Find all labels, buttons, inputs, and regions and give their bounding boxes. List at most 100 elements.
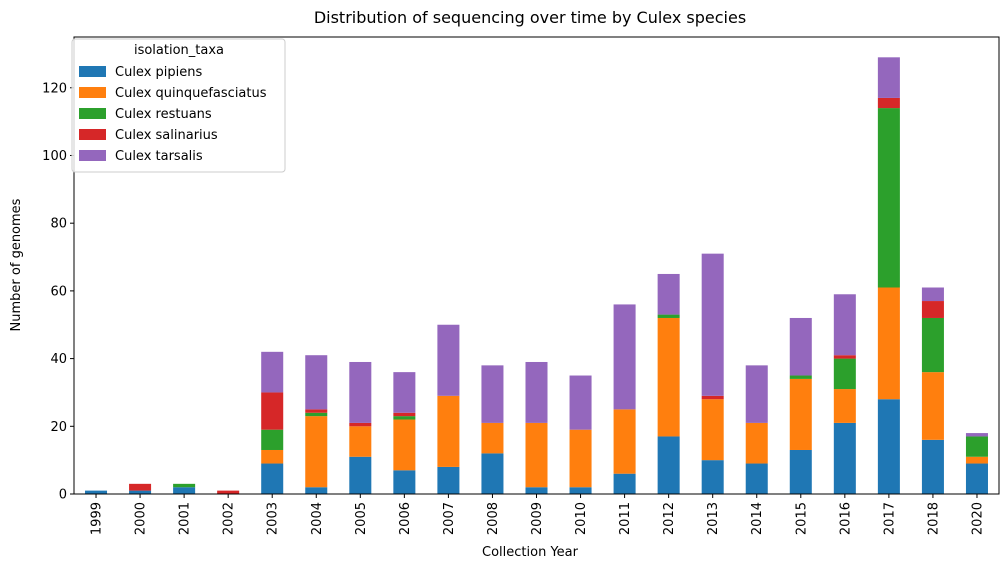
x-tick-label: 2004 [310,502,325,535]
bar-segment-2004-series-1 [305,416,328,488]
bar-segment-2008-series-4 [481,365,504,423]
legend-box [71,38,286,173]
bar-segment-2007-series-0 [437,466,460,494]
bar-segment-2016-series-0 [833,422,856,494]
y-tick-label: 120 [42,81,67,96]
bar-segment-2004-series-0 [305,487,328,494]
bar-segment-2013-series-1 [701,399,724,461]
bar-segment-2003-series-0 [261,463,284,494]
x-tick-label: 2007 [442,502,457,535]
x-tick-label: 2014 [750,502,765,535]
x-tick-label: 2006 [398,502,413,535]
bar-segment-2013-series-3 [701,395,724,400]
bar-segment-2017-series-4 [877,57,900,98]
bar-segment-2015-series-4 [789,317,812,376]
bar-segment-2002-series-3 [217,490,240,494]
bar-segment-2004-series-3 [305,409,328,413]
bar-segment-2006-series-4 [393,372,416,413]
bar-segment-2015-series-0 [789,449,812,494]
x-tick-label: 2003 [266,502,281,535]
x-axis: 1999 2000 2001 2002 2003 2004 2005 2006 2007 2008… [90,494,985,535]
x-tick-label: 2001 [178,502,193,535]
y-tick-label: 80 [50,217,67,232]
legend-items: Culex pipiens Culex quinquefasciatus Culex… [79,65,267,164]
legend-swatch [79,66,106,77]
bar-segment-2007-series-4 [437,324,460,396]
legend-swatch [79,129,106,140]
bar-segment-2012-series-2 [657,314,680,318]
legend-swatch [79,108,106,119]
y-tick-label: 20 [50,420,67,435]
legend-label: Culex pipiens [115,65,202,80]
y-tick-label: 60 [50,284,67,299]
x-tick-label: 2012 [662,502,677,535]
x-tick-label: 2002 [222,502,237,535]
bar-segment-2017-series-1 [877,287,900,400]
bar-segment-2016-series-4 [833,294,856,356]
x-tick-label: 2011 [618,502,633,535]
bar-segment-2009-series-1 [525,422,548,488]
legend-title: isolation_taxa [134,43,224,58]
bar-segment-2020-series-0 [965,463,988,494]
bar-segment-2003-series-1 [261,449,284,464]
x-tick-label: 2009 [530,502,545,535]
bar-segment-2017-series-3 [877,97,900,109]
bar-segment-2016-series-3 [833,355,856,359]
bar-segment-2008-series-0 [481,453,504,494]
bar-segment-2006-series-3 [393,412,416,417]
bar-segment-2020-series-4 [965,433,988,437]
bar-segment-2011-series-0 [613,473,636,494]
bar-segment-2014-series-0 [745,463,768,494]
bar-segment-2008-series-1 [481,422,504,454]
bar-segment-2018-series-3 [921,301,944,318]
bar-segment-2011-series-1 [613,409,636,474]
x-tick-label: 2015 [794,502,809,535]
x-tick-label: 1999 [90,502,105,535]
x-axis-title: Collection Year [482,545,579,560]
bar-segment-2018-series-1 [921,372,944,440]
bar-segment-2006-series-1 [393,419,416,471]
bar-segment-2015-series-1 [789,378,812,450]
bar-segment-2017-series-2 [877,108,900,288]
x-tick-label: 2018 [926,502,941,535]
legend-label: Culex tarsalis [115,149,203,164]
bar-segment-2011-series-4 [613,304,636,410]
x-tick-label: 2005 [354,502,369,535]
y-tick-label: 0 [59,488,67,503]
bar-segment-2003-series-2 [261,429,284,450]
x-tick-label: 2008 [486,502,501,535]
bar-segment-2005-series-3 [349,422,372,427]
bar-segment-2003-series-4 [261,351,284,393]
legend-label: Culex restuans [115,107,212,122]
bar-segment-2005-series-1 [349,426,372,457]
bars-layer [85,57,988,494]
bar-segment-2000-series-3 [129,483,152,491]
y-axis: 0 20 40 60 80 100 120 [42,81,74,503]
x-tick-label: 2010 [574,502,589,535]
bar-segment-1999-series-0 [85,490,108,494]
bar-segment-2018-series-0 [921,439,944,494]
y-tick-label: 100 [42,149,67,164]
bar-segment-2014-series-1 [745,422,768,464]
bar-segment-2009-series-4 [525,361,548,423]
bar-segment-2014-series-4 [745,365,768,423]
bar-segment-2017-series-0 [877,399,900,494]
y-tick-label: 40 [50,352,67,367]
bar-segment-2005-series-0 [349,456,372,494]
bar-segment-2012-series-0 [657,436,680,494]
x-tick-label: 2013 [706,502,721,535]
bar-segment-2010-series-0 [569,487,592,494]
bar-segment-2006-series-2 [393,416,416,420]
bar-segment-2010-series-1 [569,429,592,488]
legend-label: Culex salinarius [115,128,218,143]
bar-segment-2018-series-2 [921,317,944,373]
plot-frame [73,36,1000,495]
bar-segment-2003-series-3 [261,392,284,430]
bar-segment-2007-series-1 [437,395,460,467]
bar-segment-2018-series-4 [921,287,944,302]
bar-segment-2012-series-1 [657,317,680,437]
legend-label: Culex quinquefasciatus [115,86,267,101]
bar-segment-2000-series-0 [129,490,152,494]
legend-swatch [79,150,106,161]
